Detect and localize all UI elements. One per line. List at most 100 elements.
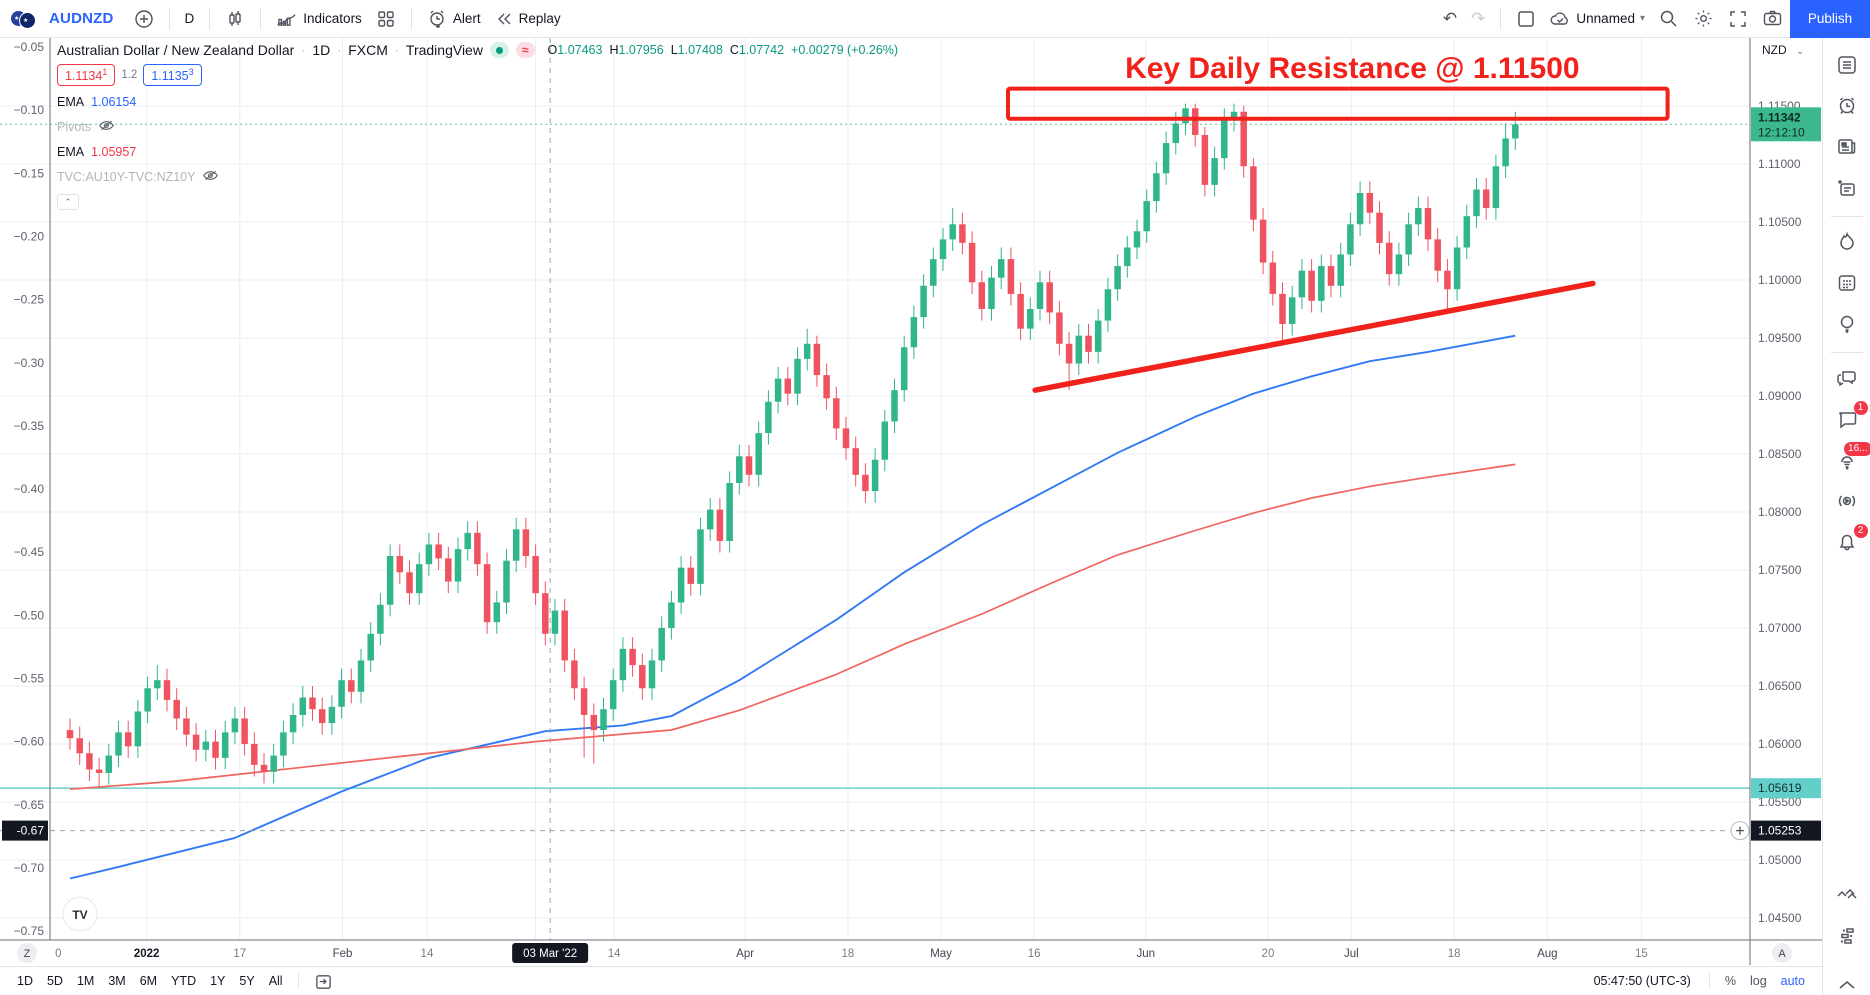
bid-price[interactable]: 1.11341 [57, 64, 116, 87]
layout-name-button[interactable]: Unnamed ▾ [1543, 9, 1651, 29]
replay-button[interactable]: Replay [488, 6, 568, 32]
layout-name: Unnamed [1576, 11, 1635, 26]
templates-grid-icon[interactable] [369, 5, 403, 33]
watchlist-icon[interactable] [1828, 46, 1866, 84]
svg-text:0: 0 [55, 948, 61, 960]
range-all[interactable]: All [268, 974, 283, 988]
ideas-bulb-icon[interactable] [1828, 305, 1866, 343]
range-6m[interactable]: 6M [139, 974, 158, 988]
ohlc-values: O1.07463 H1.07956 L1.07408 C1.07742 +0.0… [547, 43, 899, 57]
interval-button[interactable]: D [184, 11, 195, 26]
indicator-row-ema-slow[interactable]: EMA 1.05957 [57, 145, 137, 160]
grid [0, 38, 1750, 940]
legend-interval[interactable]: 1D [312, 42, 331, 58]
resistance-text-drawing[interactable]: Key Daily Resistance @ 1.11500 [1125, 52, 1580, 85]
legend-platform: TradingView [405, 42, 483, 58]
text-notes-icon[interactable] [1828, 169, 1866, 207]
svg-text:1.05000: 1.05000 [1758, 853, 1802, 867]
svg-text:−0.20: −0.20 [14, 229, 45, 243]
svg-text:1.10000: 1.10000 [1758, 273, 1802, 287]
range-1y[interactable]: 1Y [210, 974, 226, 988]
svg-text:1.07500: 1.07500 [1758, 563, 1802, 577]
chevron-down-icon: ▾ [1639, 13, 1645, 24]
object-tree-icon[interactable] [1828, 917, 1866, 955]
search-icon[interactable] [1651, 4, 1686, 33]
fullscreen-icon[interactable] [1721, 5, 1755, 33]
undo-button[interactable]: ↶ [1442, 8, 1458, 28]
left-scale-mode-button[interactable]: Z [17, 943, 37, 963]
range-5d[interactable]: 5D [46, 974, 63, 988]
calendar-icon[interactable] [1828, 264, 1866, 302]
log-scale-button[interactable]: log [1749, 974, 1767, 988]
bottom-toolbar: 1D 5D 1M 3M 6M YTD 1Y 5Y All 05:47:50 (U… [0, 966, 1822, 995]
public-chats-icon[interactable] [1828, 359, 1866, 397]
range-ytd[interactable]: YTD [171, 974, 197, 988]
chart-style-candles-icon[interactable] [218, 5, 252, 33]
percent-scale-button[interactable]: % [1724, 974, 1736, 988]
tradingview-watermark-icon[interactable]: TV [62, 896, 98, 932]
private-chat-icon[interactable]: 1 [1828, 400, 1868, 438]
indicator-row-ema-fast[interactable]: EMA 1.06154 [57, 95, 137, 110]
minds-icon[interactable]: 16... [1828, 441, 1870, 479]
news-icon[interactable] [1828, 128, 1866, 166]
svg-text:1.10500: 1.10500 [1758, 215, 1802, 229]
indicator-row-pivots[interactable]: Pivots [57, 118, 898, 136]
compare-add-icon[interactable] [127, 5, 161, 33]
right-scale-mode-button[interactable]: A [1772, 943, 1792, 963]
redo-button[interactable]: ↷ [1471, 8, 1486, 28]
time-axis[interactable]: 0 2022 17 Feb 14 14 Apr 18 May 16 Jun 20 Jul 18 Aug 15 [55, 948, 1648, 960]
cloud-saved-icon [1549, 9, 1571, 29]
indicators-button[interactable]: Indicators [269, 4, 369, 33]
hotlists-flame-icon[interactable] [1828, 223, 1866, 261]
resistance-box-drawing[interactable] [1005, 86, 1670, 121]
layout-select-icon[interactable] [1509, 5, 1543, 33]
delayed-data-icon[interactable]: ≈ [515, 42, 535, 58]
ask-price[interactable]: 1.11353 [143, 64, 202, 87]
market-status-icon[interactable] [489, 42, 509, 58]
svg-text:-0.67: -0.67 [17, 824, 45, 838]
svg-text:−0.30: −0.30 [14, 356, 45, 370]
snapshot-camera-icon[interactable] [1755, 4, 1790, 33]
streams-icon[interactable] [1828, 482, 1866, 520]
pine-scripts-icon[interactable] [1828, 876, 1866, 914]
legend-collapse-button[interactable]: ⌃ [57, 194, 79, 211]
left-price-axis[interactable]: −0.05 −0.10 −0.15 −0.20 −0.25 −0.30 −0.35 −0.40… [14, 40, 45, 938]
range-3m[interactable]: 3M [108, 974, 126, 988]
svg-text:1.09500: 1.09500 [1758, 331, 1802, 345]
alert-button[interactable]: Alert [420, 5, 488, 33]
svg-text:−0.50: −0.50 [14, 608, 45, 622]
symbol-title[interactable]: Australian Dollar / New Zealand Dollar [57, 42, 295, 58]
panel-expand-chevron-icon[interactable] [1823, 979, 1870, 991]
eye-hidden-icon[interactable] [98, 118, 115, 136]
settings-gear-icon[interactable] [1686, 4, 1721, 33]
add-alert-plus-icon[interactable] [1730, 821, 1750, 841]
range-5y[interactable]: 5Y [239, 974, 255, 988]
alerts-icon[interactable] [1828, 87, 1866, 125]
trendline-drawing[interactable] [1032, 280, 1596, 393]
svg-text:May: May [930, 948, 952, 960]
range-1m[interactable]: 1M [76, 974, 95, 988]
spread-value: 1.2 [121, 69, 138, 82]
svg-text:12:12:10: 12:12:10 [1758, 125, 1805, 139]
symbol-button[interactable]: AUDNZD [49, 10, 114, 27]
right-price-axis[interactable]: 1.115001.110001.105001.100001.095001.090… [1758, 43, 1804, 925]
svg-text:⌄: ⌄ [1796, 46, 1804, 57]
price-chart-svg[interactable]: Key Daily Resistance @ 1.115001.115001.1… [0, 38, 1822, 966]
svg-text:1.05253: 1.05253 [1758, 824, 1802, 838]
chart-area[interactable]: Key Daily Resistance @ 1.11500 1.11500 1.1… [0, 38, 1822, 966]
range-1d[interactable]: 1D [17, 974, 33, 988]
eye-hidden-icon[interactable] [202, 168, 219, 186]
notifications-bell-icon[interactable]: 2 [1828, 523, 1868, 561]
svg-text:1.08500: 1.08500 [1758, 447, 1802, 461]
ema-fast-line[interactable] [69, 334, 1516, 880]
clock-timezone[interactable]: 05:47:50 (UTC-3) [1593, 974, 1691, 988]
svg-text:1.04500: 1.04500 [1758, 911, 1802, 925]
goto-date-icon[interactable] [307, 969, 340, 994]
auto-scale-button[interactable]: auto [1780, 974, 1805, 988]
publish-button[interactable]: Publish [1790, 0, 1870, 38]
high-value: 1.07956 [618, 43, 664, 57]
ema-slow-line[interactable] [69, 463, 1516, 791]
replay-label: Replay [518, 11, 561, 26]
svg-text:NZD: NZD [1762, 43, 1787, 57]
indicator-row-spread-symbol[interactable]: TVC:AU10Y-TVC:NZ10Y [57, 168, 898, 186]
